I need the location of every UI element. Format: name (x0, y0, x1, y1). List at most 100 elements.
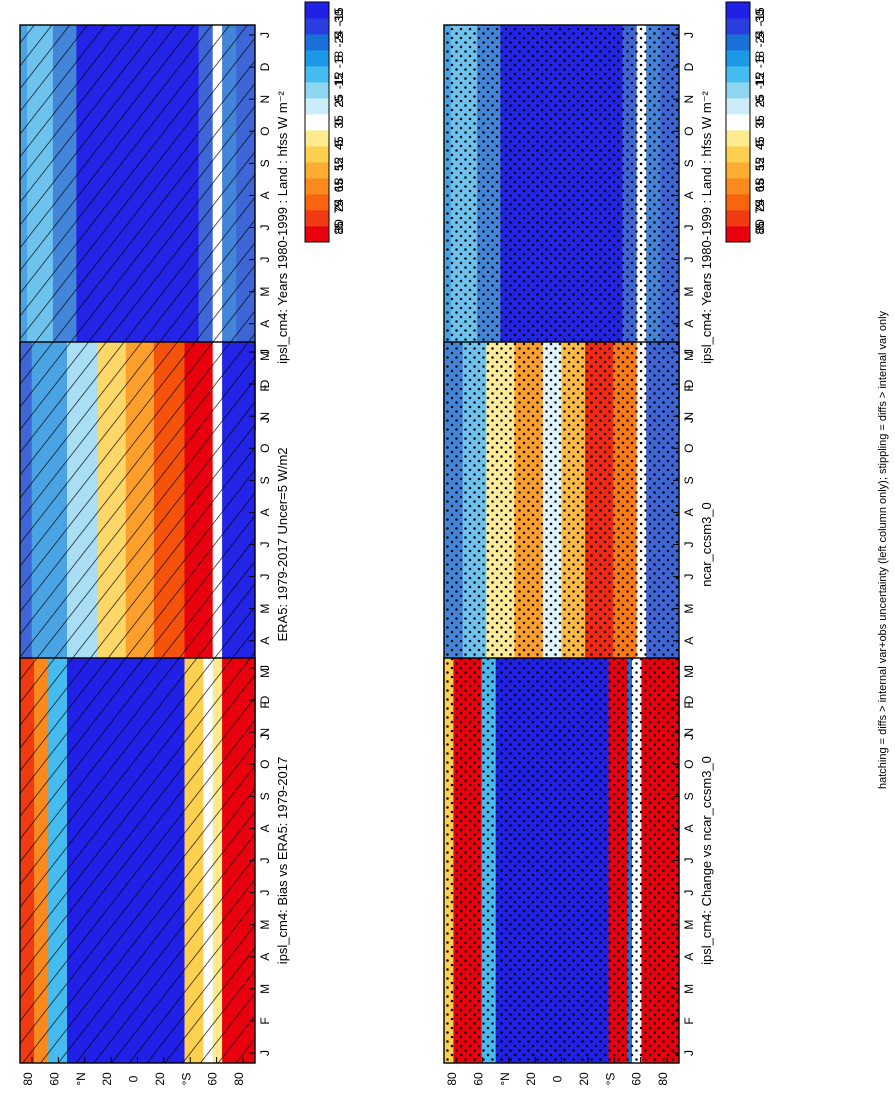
colorbar-swatch (726, 226, 750, 243)
colorbar-label: 15 (332, 73, 346, 87)
colorbar-label: 12 (332, 157, 346, 171)
colorbar-label: 0 (753, 118, 767, 125)
lat-tick-label: 60 (630, 1072, 644, 1086)
month-tick-label: J (682, 542, 696, 548)
month-tick-label: O (682, 760, 696, 769)
colorbar-label: 85 (332, 221, 346, 235)
month-tick-label: N (682, 728, 696, 737)
colorbar-label: -15 (753, 7, 767, 25)
colorbar-label: 45 (332, 136, 346, 150)
colorbar-label: 55 (753, 157, 767, 171)
colorbar-label: 45 (753, 136, 767, 150)
month-tick-label: N (682, 95, 696, 104)
month-tick-label: S (258, 792, 272, 800)
lat-tick-label: 20 (524, 1072, 538, 1086)
colorbar-label: 35 (332, 115, 346, 129)
colorbar-label: 12 (753, 157, 767, 171)
lat-tick-label: 80 (445, 1072, 459, 1086)
month-tick-label: M (682, 604, 696, 614)
month-tick-label: J (682, 1050, 696, 1056)
month-tick-label: O (258, 127, 272, 136)
panel-title: ipsl_cm4: Years 1980-1999 : Land : hfss … (699, 90, 714, 363)
month-tick-label: D (682, 62, 696, 71)
colorbar-swatch (305, 66, 329, 83)
month-tick-label: S (682, 159, 696, 167)
month-tick-label: J (682, 665, 696, 671)
panel-title: ipsl_cm4: Years 1980-1999 : Land : hfss … (275, 90, 290, 363)
month-tick-label: J (682, 890, 696, 896)
month-tick-label: D (258, 379, 272, 388)
colorbar-label: -5 (753, 32, 767, 43)
colorbar-swatch (305, 226, 329, 243)
month-tick-label: J (258, 858, 272, 864)
month-tick-label: M (258, 984, 272, 994)
colorbar-swatch (726, 82, 750, 99)
colorbar-swatch (726, 98, 750, 115)
lat-tick-label: 80 (21, 1072, 35, 1086)
month-tick-label: J (258, 890, 272, 896)
colorbar-label: 25 (332, 94, 346, 108)
panel-title: ERA5: 1979-2017 Uncer=5 W/m2 (275, 447, 290, 641)
lat-tick-label: 0 (127, 1075, 141, 1082)
colorbar-label: -15 (753, 7, 767, 25)
colorbar-label: 35 (753, 115, 767, 129)
colorbar-swatch (726, 130, 750, 147)
month-tick-label: M (258, 351, 272, 361)
colorbar-label: -18 (332, 51, 346, 69)
month-tick-label: A (258, 637, 272, 645)
colorbar-label: 5 (753, 55, 767, 62)
month-tick-label: J (682, 574, 696, 580)
lat-tick-label: 60 (471, 1072, 485, 1086)
month-tick-label: M (682, 287, 696, 297)
colorbar-label: 15 (753, 73, 767, 87)
month-tick-label: M (258, 668, 272, 678)
month-tick-label: F (682, 1017, 696, 1024)
colorbar-label: 18 (753, 177, 767, 191)
colorbar-label: -12 (753, 71, 767, 89)
colorbar-label: 55 (332, 157, 346, 171)
colorbar-label: 18 (332, 177, 346, 191)
month-tick-label: A (682, 637, 696, 645)
colorbar-label: 30 (332, 219, 346, 233)
colorbar-swatch (305, 82, 329, 99)
colorbar-label: 35 (332, 115, 346, 129)
colorbar-label: 15 (332, 73, 346, 87)
colorbar-label: -15 (332, 7, 346, 25)
colorbar-frame (304, 1, 330, 243)
colorbar-label: -5 (332, 32, 346, 43)
lat-tick-label: °N (74, 1072, 88, 1085)
colorbar-label: -6 (332, 96, 346, 107)
lat-tick-label: 20 (153, 1072, 167, 1086)
colorbar-label: 45 (753, 136, 767, 150)
colorbar-label: 5 (332, 55, 346, 62)
month-tick-label: J (258, 665, 272, 671)
colorbar-label: 65 (753, 179, 767, 193)
hatching-overlay (20, 658, 255, 1063)
month-tick-label: N (682, 412, 696, 421)
colorbar-swatch (305, 178, 329, 195)
colorbar-label: 65 (332, 179, 346, 193)
lat-tick-label: 60 (206, 1072, 220, 1086)
colorbar-label: 5 (753, 55, 767, 62)
month-tick-label: S (258, 159, 272, 167)
colorbar-label: 0 (332, 118, 346, 125)
month-tick-label: N (258, 95, 272, 104)
month-tick-label: N (258, 728, 272, 737)
month-tick-label: O (258, 760, 272, 769)
month-tick-label: M (682, 668, 696, 678)
colorbar-label: 25 (753, 94, 767, 108)
month-tick-label: F (258, 1017, 272, 1024)
colorbar-swatch (305, 34, 329, 51)
month-tick-label: D (258, 695, 272, 704)
colorbar-label: 75 (753, 200, 767, 214)
lat-tick-label: °N (498, 1072, 512, 1085)
month-tick-label: O (682, 444, 696, 453)
colorbar-label: 55 (332, 157, 346, 171)
month-tick-label: J (682, 225, 696, 231)
colorbar-label: 85 (753, 221, 767, 235)
colorbar-label: -5 (753, 32, 767, 43)
month-tick-label: A (258, 191, 272, 199)
month-tick-label: A (258, 508, 272, 516)
month-tick-label: F (258, 701, 272, 708)
colorbar-label: -24 (332, 30, 346, 48)
